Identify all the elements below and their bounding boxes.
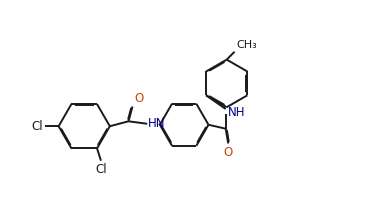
Text: Cl: Cl [31,120,43,133]
Text: CH₃: CH₃ [236,40,257,50]
Text: O: O [135,92,144,105]
Text: O: O [223,146,233,159]
Text: Cl: Cl [95,163,107,176]
Text: NH: NH [228,106,246,119]
Text: HN: HN [148,117,166,130]
